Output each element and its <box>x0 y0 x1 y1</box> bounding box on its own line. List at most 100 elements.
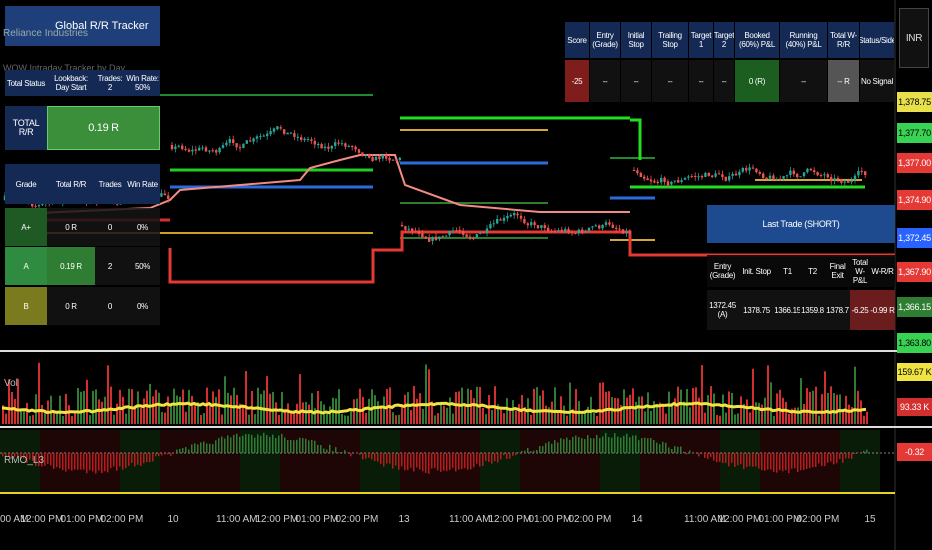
volume-bar <box>143 398 145 424</box>
osc-bar <box>632 435 634 453</box>
osc-bar <box>278 435 280 453</box>
volume-bar <box>188 389 190 424</box>
volume-bar <box>707 395 709 424</box>
candle-body <box>211 150 214 152</box>
volume-bar <box>599 382 601 424</box>
volume-bar <box>353 399 355 424</box>
osc-bar <box>515 453 517 456</box>
volume-bar <box>236 394 238 424</box>
candle-body <box>485 228 489 233</box>
candle-body <box>724 176 727 181</box>
volume-bar <box>14 398 16 424</box>
volume-bar <box>722 394 724 424</box>
volume-bar <box>392 412 394 424</box>
candle-body <box>526 223 529 226</box>
status-header: Score <box>565 22 589 58</box>
volume-bar <box>500 408 502 424</box>
osc-bar <box>827 453 829 463</box>
candle-body <box>482 232 485 234</box>
candle-body <box>506 215 509 219</box>
osc-bar <box>557 442 559 453</box>
candle-body <box>198 147 201 151</box>
candle-body <box>249 140 252 142</box>
candle-body <box>636 170 639 174</box>
osc-bar <box>488 453 490 462</box>
osc-bar <box>65 453 67 472</box>
candle-body <box>591 226 594 228</box>
osc-bar <box>752 453 754 467</box>
candle-body <box>385 154 388 159</box>
osc-bar <box>59 453 61 469</box>
volume-bar <box>374 395 376 424</box>
candle-body <box>475 234 478 238</box>
volume-bar <box>455 392 457 424</box>
trail-line <box>4 154 630 216</box>
volume-bar <box>824 371 826 424</box>
osc-bar <box>5 453 7 458</box>
time-label: 02:00 PM <box>100 514 144 525</box>
osc-bar <box>233 434 235 453</box>
osc-bar <box>506 453 508 459</box>
last-trade-value: 1359.8 <box>800 290 825 330</box>
osc-bar <box>329 444 331 453</box>
grade-header: Grade <box>5 164 47 204</box>
volume-bar <box>530 414 532 424</box>
candle-body <box>643 176 646 179</box>
osc-bar <box>47 453 49 464</box>
candle-body <box>479 232 482 234</box>
last-trade-header: Final Exit <box>825 255 850 287</box>
osc-bar <box>314 440 316 453</box>
osc-zone <box>320 430 360 492</box>
osc-bar <box>128 453 130 466</box>
candle-body <box>615 227 618 229</box>
volume-bar <box>815 386 817 424</box>
osc-bar <box>161 453 163 456</box>
volume-bar <box>512 400 514 424</box>
candle-body <box>398 157 401 161</box>
osc-zone <box>680 430 720 492</box>
last-trade-header: Entry (Grade) <box>707 255 738 287</box>
candle-body <box>560 229 563 232</box>
volume-bar <box>803 403 805 424</box>
candle-body <box>378 156 381 160</box>
volume-bar <box>2 405 4 424</box>
volume-bar <box>293 412 295 424</box>
osc-bar <box>758 453 760 469</box>
osc-bar <box>701 453 703 455</box>
osc-bar <box>68 453 70 470</box>
candle-body <box>445 235 448 237</box>
candle-body <box>680 180 683 182</box>
osc-bar <box>434 453 436 469</box>
volume-bar <box>134 405 136 424</box>
volume-bar <box>785 401 787 424</box>
volume-bar <box>359 388 361 424</box>
osc-bar <box>299 437 301 453</box>
candle-body <box>327 146 330 149</box>
osc-bar <box>215 440 217 453</box>
osc-bar <box>185 447 187 453</box>
osc-bar <box>386 453 388 464</box>
volume-bar <box>398 414 400 424</box>
osc-bar <box>743 453 745 470</box>
osc-bar <box>104 453 106 472</box>
candle-body <box>347 146 350 148</box>
candle-body <box>462 230 465 235</box>
currency-button[interactable]: INR <box>899 8 929 68</box>
osc-bar <box>317 444 319 453</box>
volume-bar <box>431 401 433 424</box>
volume-bar <box>5 413 7 424</box>
volume-bar <box>53 411 55 424</box>
volume-bar <box>419 393 421 424</box>
volume-bar <box>830 386 832 424</box>
candle-body <box>313 141 316 145</box>
status-header: Booked (60%) P&L <box>735 22 779 58</box>
volume-bar <box>338 389 340 424</box>
candle-body <box>417 230 421 234</box>
volume-bar <box>569 382 571 424</box>
volume-bar <box>635 401 637 424</box>
candle-body <box>3 195 7 200</box>
candle-body <box>368 154 371 158</box>
osc-bar <box>350 453 352 457</box>
oscillator-label: -0.32 <box>897 443 932 461</box>
candle-body <box>414 230 417 232</box>
